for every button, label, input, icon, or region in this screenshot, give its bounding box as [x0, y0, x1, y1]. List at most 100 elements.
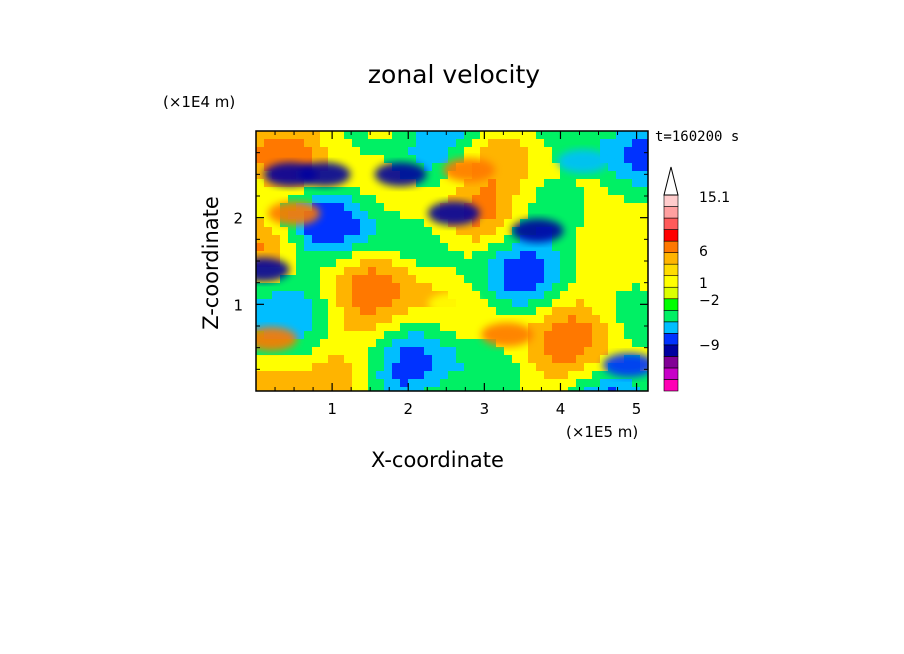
field-cell — [632, 187, 641, 196]
field-cell — [640, 227, 648, 236]
field-cell — [608, 251, 617, 260]
field-cell — [624, 251, 633, 260]
field-cell — [536, 259, 545, 268]
field-cell — [408, 355, 417, 364]
field-cell — [288, 323, 297, 332]
field-cell — [272, 155, 281, 164]
field-cell — [520, 139, 529, 148]
field-cell — [384, 307, 393, 316]
field-cell — [600, 219, 609, 228]
field-cell — [568, 211, 577, 220]
field-cell — [448, 155, 457, 164]
field-cell — [552, 155, 561, 164]
field-cell — [600, 139, 609, 148]
field-cell — [296, 235, 305, 244]
field-cell — [616, 203, 625, 212]
field-cell — [376, 315, 385, 324]
field-cell — [320, 155, 329, 164]
field-cell — [512, 203, 521, 212]
field-cell — [456, 267, 465, 276]
x-axis-label: X-coordinate — [371, 448, 504, 472]
field-cell — [312, 355, 321, 364]
field-cell — [320, 275, 329, 284]
field-cell — [424, 339, 433, 348]
field-cell — [440, 147, 449, 156]
field-cell — [368, 339, 377, 348]
field-cell — [384, 139, 393, 148]
field-cell — [488, 251, 497, 260]
field-cell — [464, 339, 473, 348]
field-cell — [536, 371, 545, 380]
field-cell — [328, 155, 337, 164]
field-cell — [552, 283, 561, 292]
field-cell — [600, 371, 609, 380]
field-cell — [352, 315, 361, 324]
field-cell — [432, 195, 441, 204]
field-cell — [368, 355, 377, 364]
field-cell — [400, 347, 409, 356]
field-cell — [280, 131, 289, 140]
field-cell — [584, 299, 593, 308]
field-cell — [304, 299, 313, 308]
field-cell — [416, 275, 425, 284]
field-cell — [600, 299, 609, 308]
field-cell — [448, 315, 457, 324]
field-cell — [600, 275, 609, 284]
field-cell — [344, 355, 353, 364]
field-cell — [368, 323, 377, 332]
field-cell — [624, 227, 633, 236]
field-cell — [640, 203, 648, 212]
field-cell — [600, 147, 609, 156]
field-cell — [256, 307, 265, 316]
field-cell — [520, 203, 529, 212]
field-cell — [312, 251, 321, 260]
field-cell — [304, 251, 313, 260]
field-cell — [448, 331, 457, 340]
field-cell — [272, 347, 281, 356]
field-cell — [592, 219, 601, 228]
field-cell — [368, 259, 377, 268]
velocity-feature — [557, 149, 610, 174]
field-cell — [368, 283, 377, 292]
field-cell — [528, 259, 537, 268]
field-cell — [544, 363, 553, 372]
field-cell — [320, 299, 329, 308]
field-cell — [416, 379, 425, 388]
field-cell — [256, 291, 265, 300]
field-cell — [584, 275, 593, 284]
field-cell — [256, 243, 265, 252]
field-cell — [504, 355, 513, 364]
field-cell — [400, 323, 409, 332]
field-cell — [352, 155, 361, 164]
field-cell — [264, 371, 273, 380]
field-cell — [320, 315, 329, 324]
field-cell — [552, 267, 561, 276]
field-cell — [536, 139, 545, 148]
field-cell — [544, 195, 553, 204]
field-cell — [560, 259, 569, 268]
field-cell — [544, 379, 553, 388]
field-cell — [576, 187, 585, 196]
x-tick-label: 2 — [403, 400, 413, 418]
x-tick-label: 1 — [327, 400, 337, 418]
field-cell — [632, 235, 641, 244]
field-cell — [440, 379, 449, 388]
field-cell — [632, 315, 641, 324]
field-cell — [352, 139, 361, 148]
field-cell — [504, 307, 513, 316]
field-cell — [256, 347, 265, 356]
field-cell — [368, 307, 377, 316]
field-cell — [552, 379, 561, 388]
field-cell — [384, 379, 393, 388]
field-cell — [408, 371, 417, 380]
field-cell — [264, 379, 273, 388]
field-cell — [608, 139, 617, 148]
field-cell — [352, 371, 361, 380]
field-cell — [512, 163, 521, 172]
field-cell — [640, 219, 648, 228]
field-cell — [504, 387, 513, 391]
field-cell — [272, 387, 281, 391]
x-tick-label: 5 — [632, 400, 642, 418]
field-cell — [640, 307, 648, 316]
field-cell — [560, 147, 569, 156]
